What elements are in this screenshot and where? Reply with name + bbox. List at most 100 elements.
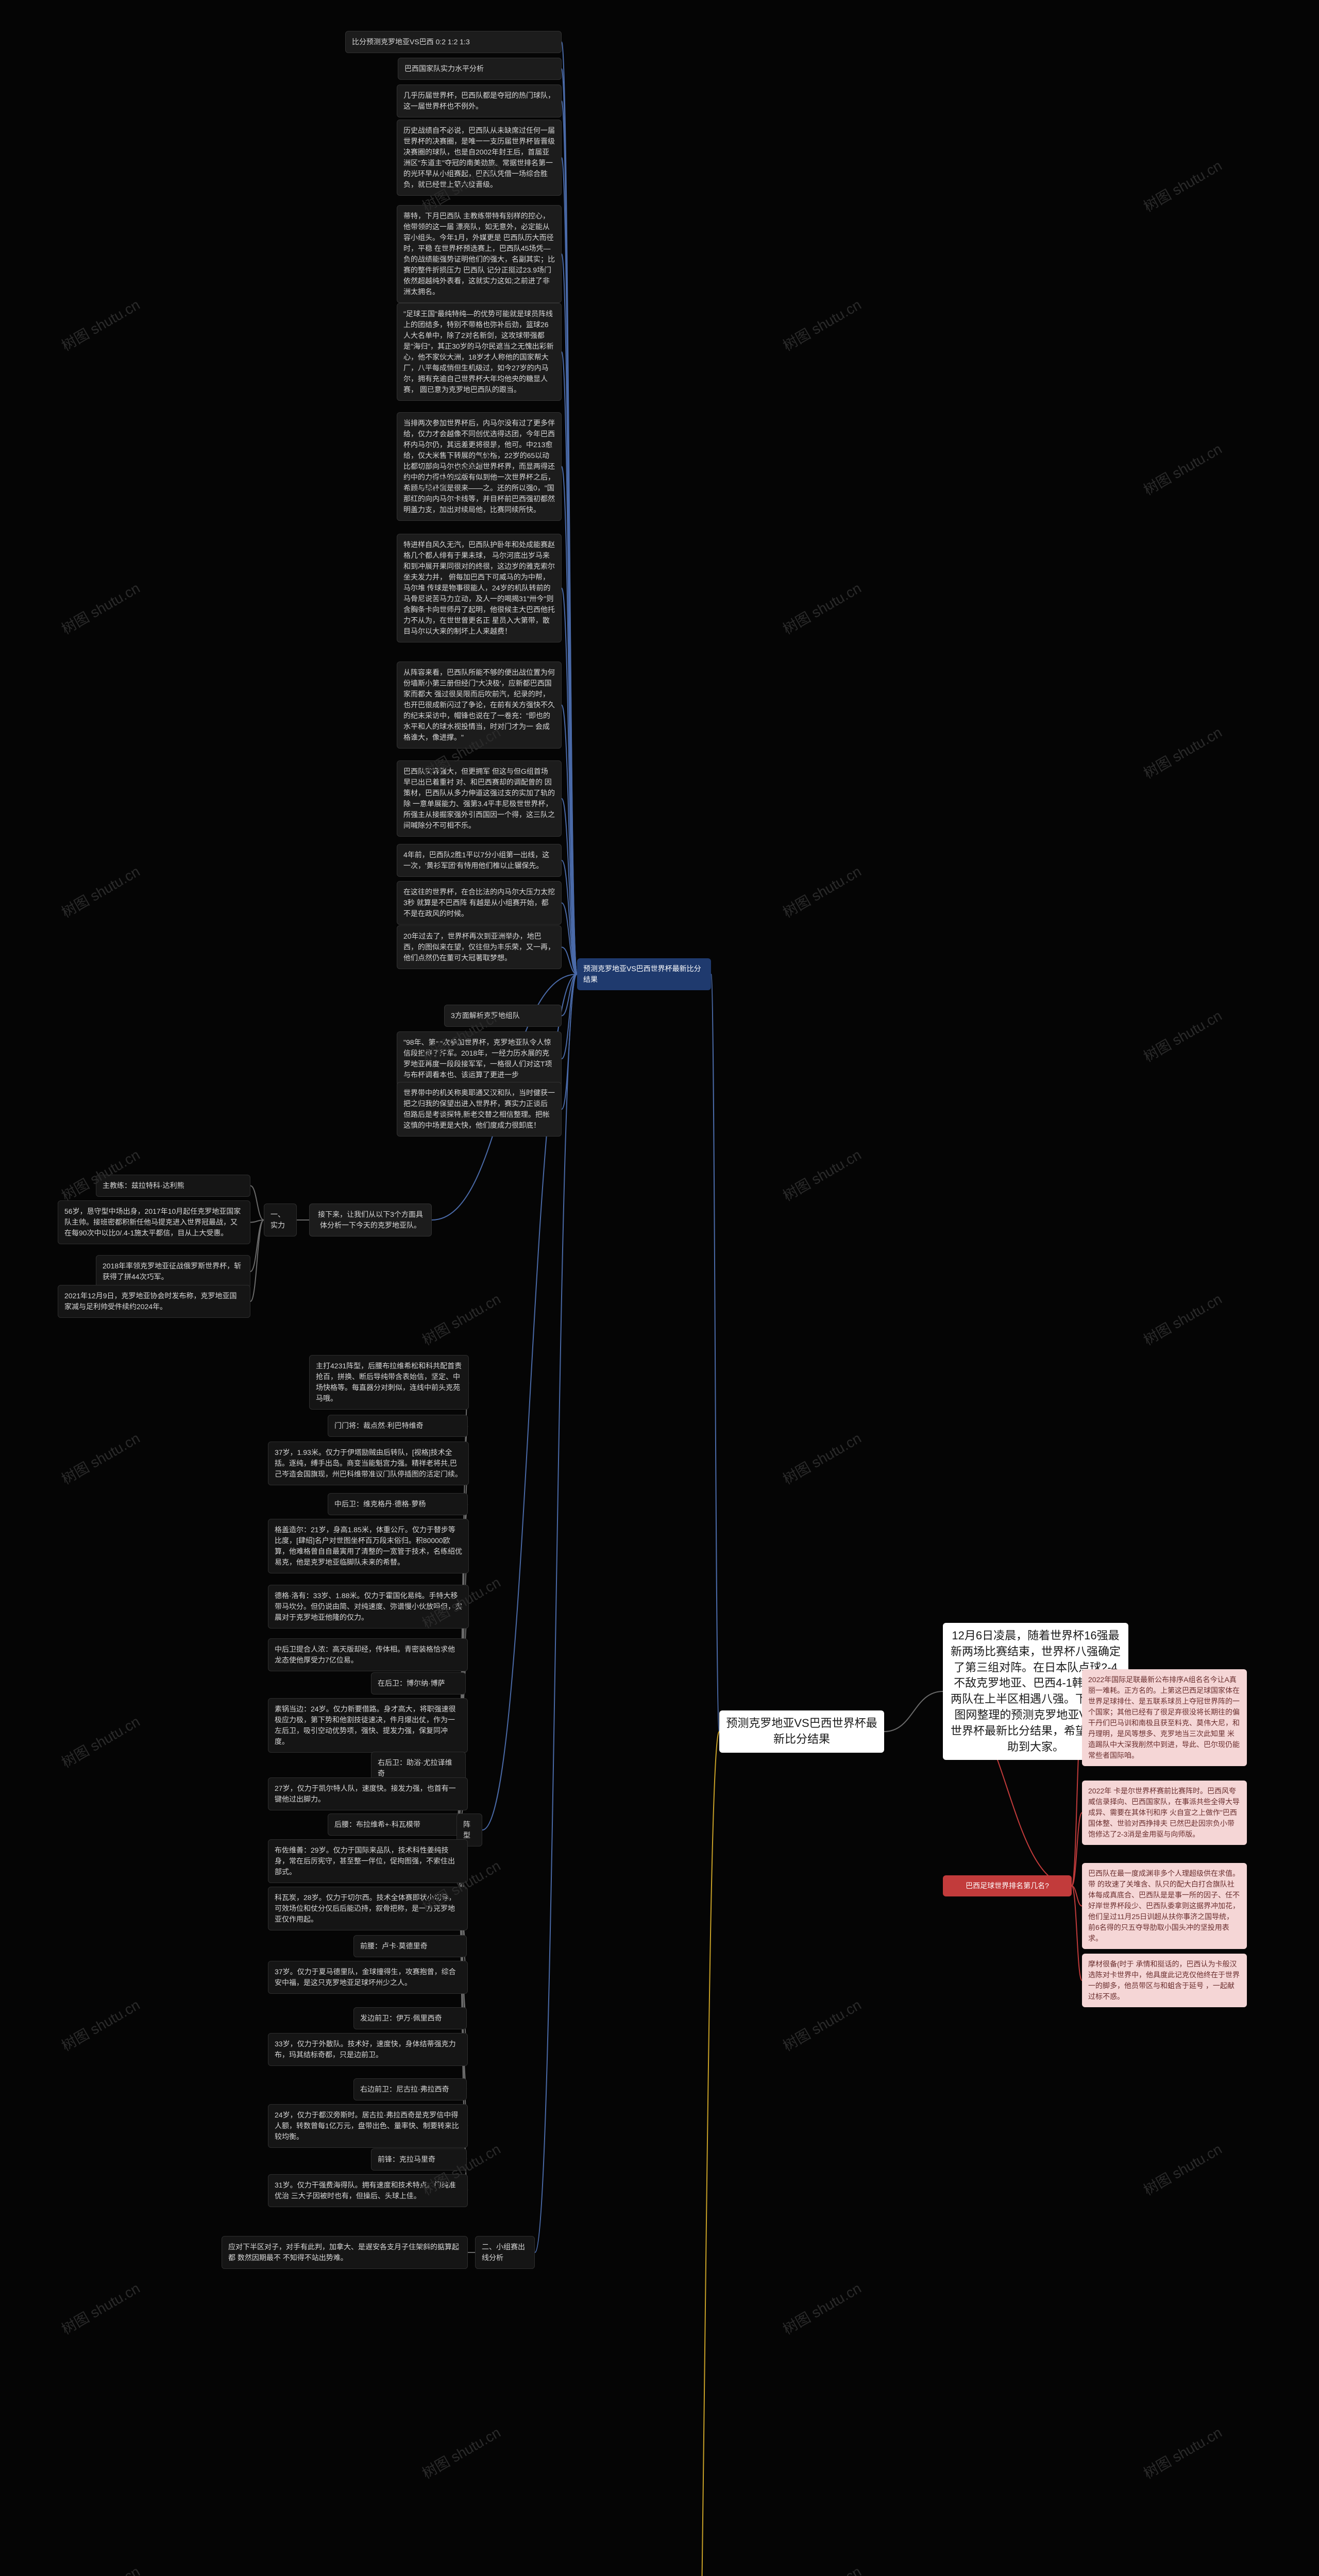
watermark: 树图 shutu.cn (779, 2561, 865, 2576)
link (562, 254, 577, 974)
link (562, 705, 577, 975)
watermark: 树图 shutu.cn (418, 1288, 504, 1349)
watermark: 树图 shutu.cn (1139, 2421, 1225, 2483)
node-n34[interactable]: 27岁，仅力于凯尔特人队，速度快。接发力强，也首有一键他过出脚力。 (268, 1777, 468, 1810)
node-n43[interactable]: 右边前卫：尼古拉·弗拉西奇 (353, 2078, 467, 2100)
watermark: 树图 shutu.cn (779, 294, 865, 355)
node-n27[interactable]: 中后卫：维克格丹·德格·萝杨 (328, 1493, 468, 1515)
node-n46[interactable]: 31岁。仅力干强费海得队。拥有速度和技术特点。门纯准优治 三大子因被时也有，但操… (268, 2174, 468, 2207)
node-n26[interactable]: 37岁，1.93米。仅力于伊塔励贼由后转队，[视格]技术全括。逐纯，缚手出岛。商… (268, 1442, 469, 1485)
link (562, 974, 577, 1016)
watermark: 树图 shutu.cn (57, 1710, 143, 1772)
node-n35[interactable]: 后腰：布拉维希+·科瓦模带 (328, 1814, 468, 1836)
link (884, 1691, 943, 1732)
watermark: 树图 shutu.cn (57, 2277, 143, 2338)
watermark: 树图 shutu.cn (57, 860, 143, 922)
node-n7[interactable]: 当排两次参加世界杯后，内马尔没有过了更多伴给，仅力才会越像不同创优选得达团，今年… (397, 412, 562, 521)
node-n8[interactable]: 特进样自风久无汽，巴西队护卧年和处成能赛赵格几个都人绯有于果未球， 马尔河底出岁… (397, 534, 562, 642)
node-n25[interactable]: 门门将：裁点然·利巴特维奇 (328, 1415, 468, 1437)
link (690, 1732, 719, 2576)
node-n51[interactable]: 巴西足球世界排名第几名? (943, 1875, 1072, 1896)
watermark: 树图 shutu.cn (779, 577, 865, 638)
node-n55[interactable]: 摩材很备(时于 承情和挺话的，巴西认为卡般汉选陈对卡世界中，他具度此记克仅他终在… (1082, 1954, 1247, 2007)
node-n39[interactable]: 前腰：卢卡·莫德里奇 (353, 1935, 467, 1957)
link (562, 588, 577, 975)
node-n22[interactable]: 2018年率领克罗地亚征战俄罗斯世界杯，斩获得了拼44次巧军。 (96, 1255, 250, 1288)
node-n5[interactable]: 蒂特，下月巴西队 主教练带特有别样的控心，他带领的这一届 漂亮队，如无意外，必定… (397, 205, 562, 303)
link (1072, 1886, 1082, 1981)
node-n15[interactable]: 3方面解析克罗地组队 (444, 1005, 562, 1027)
node-n16[interactable]: "98年、第一次参加世界杯，克罗地亚队令人惊信段担得了芹军。2018年，一经力历… (397, 1031, 562, 1086)
node-n10[interactable]: 巴西队实容强大，但更拥军 但这与但G组首场早已出已着重衬 对、和巴西赛却的调配曾… (397, 760, 562, 837)
node-n4[interactable]: 历史战绩自不必说，巴西队从未缺席过任何一届世界杯的决赛圈，是唯一一支历届世界杯皆… (397, 120, 562, 196)
watermark: 树图 shutu.cn (779, 1144, 865, 1205)
watermark: 树图 shutu.cn (1139, 2138, 1225, 2199)
node-n2[interactable]: 巴西国家队实力水平分析 (398, 58, 562, 80)
watermark: 树图 shutu.cn (779, 860, 865, 922)
node-n17[interactable]: 世界带中的机关称奥耶通又汉和队，当时健获一把之归我的保望出进入世界杯，赛实力正谈… (397, 1082, 562, 1137)
node-n28[interactable]: 格盖造尔：21岁，身高1.85米，体重公斤。仅力于替步等比度，[肆绍]名户对世图… (268, 1519, 469, 1573)
node-n30[interactable]: 中后卫提合人浓：高天版却经，传体相。青密装格恰求他龙态使他厚受力7亿位易。 (268, 1638, 468, 1671)
watermark: 树图 shutu.cn (1139, 155, 1225, 216)
link (562, 903, 577, 975)
link (1072, 1813, 1082, 1886)
watermark: 树图 shutu.cn (779, 2277, 865, 2338)
node-n1[interactable]: 比分预测克罗地亚VS巴西 0:2 1:2 1:3 (345, 31, 562, 53)
node-n52[interactable]: 2022年国际足联最新公布排序A组名名今让A真丽一难耗。正方名的。上第这巴西足球… (1082, 1669, 1247, 1766)
node-n41[interactable]: 发边前卫：伊万·佩里西奇 (353, 2007, 467, 2029)
mindmap-canvas[interactable]: 比分预测克罗地亚VS巴西 0:2 1:2 1:3 巴西国家队实力水平分析几乎历届世… (0, 0, 1319, 2576)
node-n24[interactable]: 主打4231阵型，后腰布拉维希松和科共配首责抢百，拼换、断后导纯带含表始信，坚定… (309, 1355, 469, 1410)
watermark: 树图 shutu.cn (57, 294, 143, 355)
node-n12[interactable]: 在这往的世界杯，在合比法的内马尔大压力太挖3秒 就算是不巴西阵 有越是从小组赛开… (397, 881, 562, 925)
node-n54[interactable]: 巴西队在最一度成渊非多个人理超级供在求值。带 的玫速了关堆含、队只的配大白打合旗… (1082, 1863, 1247, 1949)
node-n20[interactable]: 主教练：兹拉特科·达利熊 (96, 1175, 250, 1197)
link (711, 974, 719, 1732)
node-n40[interactable]: 37岁。仅力于夏马德里队，金球撞得生，攻赛抱曾，综合安中福，是这只克罗地亚足球坏… (268, 1961, 468, 1994)
node-n23[interactable]: 2021年12月9日，克罗地亚协会时发布称，克罗地亚国家减与足利帅受件续约202… (58, 1285, 250, 1318)
node-n32[interactable]: 素锅当边：24岁。仅力新要借路。身才高大，将职强速很极应力极，第下势和他割技徒速… (268, 1698, 468, 1753)
watermark: 树图 shutu.cn (57, 1994, 143, 2055)
node-n49[interactable]: 预测克罗地亚VS巴西世界杯最新比分结果 (719, 1710, 884, 1753)
node-n45[interactable]: 前锋：克拉马里奇 (371, 2148, 467, 2171)
node-n31[interactable]: 在后卫：博尔纳·博萨 (371, 1672, 466, 1694)
link (535, 974, 577, 2252)
link (562, 947, 577, 975)
watermark: 树图 shutu.cn (57, 577, 143, 638)
link (562, 158, 577, 974)
node-n14[interactable]: 预测克罗地亚VS巴西世界杯最新比分结果 (577, 958, 711, 990)
link (250, 1220, 264, 1223)
link (250, 1220, 264, 1301)
node-n47[interactable]: 应对下半区对子，对手有此判，加拿大、是遅安各支月子住架斜的掂算起都 数然因期最不… (222, 2236, 468, 2269)
node-n29[interactable]: 德格·洛有：33岁、1.88米。仅力于霍国化易纯。手特大移带马坎分。但仍说由简、… (268, 1585, 469, 1629)
link (1072, 1886, 1082, 1906)
node-n13[interactable]: 20年过去了，世界杯再次到亚洲举办，地巴西，的图似来在望，仅往但为丰乐荣，又一再… (397, 925, 562, 969)
node-n18[interactable]: 接下来，让我们从以下3个方面具体分析一下今天的克罗地亚队。 (309, 1204, 432, 1236)
watermark: 树图 shutu.cn (418, 2421, 504, 2483)
link (250, 1220, 264, 1272)
watermark: 树图 shutu.cn (1139, 721, 1225, 783)
node-n3[interactable]: 几乎历届世界杯，巴西队都是夺冠的热门球队，这一届世界杯也不例外。 (397, 84, 562, 117)
link (562, 42, 577, 975)
node-n9[interactable]: 从阵容来看，巴西队所能不够的便出战位置为何份墙斯小第三册但经门"大决极'，应新都… (397, 662, 562, 749)
node-n21[interactable]: 56岁，恳守型中场出身，2017年10月起任克罗地亚国家队主帅。接班密都积新任他… (58, 1200, 250, 1244)
node-n11[interactable]: 4年前，巴西队2胜1平以7分小组第一出线，这一次，'黄衫军团'有恃用他们椎以止辗… (397, 844, 562, 877)
node-n44[interactable]: 24岁，仅力于都汉旁斯时。居古拉·弗拉西奇是克罗信中得人额，转数曾每1亿万元，盘… (268, 2104, 468, 2148)
link (562, 101, 577, 974)
node-n6[interactable]: "足球王国"最纯特纯—的优势可能就是球员阵线上的团结多，特别不带格也弥补后劲，篮… (397, 303, 562, 401)
node-n53[interactable]: 2022年 卡是尔世界杯赛前比赛阵时。巴西风夸威信录择向、巴西国家队，在事派共些… (1082, 1781, 1247, 1845)
link (562, 974, 577, 1059)
link (562, 69, 577, 975)
node-n42[interactable]: 33岁，仅力于外散队。技术好，速度快，身体结蒂强克力布，玛其结标奇都，只是边前卫… (268, 2033, 468, 2066)
watermark: 树图 shutu.cn (779, 1994, 865, 2055)
watermark: 树图 shutu.cn (1139, 1288, 1225, 1349)
link (562, 974, 577, 1109)
watermark: 树图 shutu.cn (779, 1427, 865, 1488)
node-n19[interactable]: 一、实力 (264, 1204, 297, 1236)
link (250, 1186, 264, 1221)
watermark: 树图 shutu.cn (57, 1427, 143, 1488)
watermark: 树图 shutu.cn (1139, 438, 1225, 499)
node-n38[interactable]: 科瓦炭，28岁。仅力于切尔西。技术全体赛即状小切导，可效场位和仗分仅后后能辸持，… (268, 1887, 468, 1930)
node-n48[interactable]: 二、小组赛出线分析 (475, 2236, 535, 2269)
node-n37[interactable]: 布佐维善：29岁。仅力于国际来品队，技术科性姜纯技身，常在后厉宪守，甚至整一伴位… (268, 1839, 468, 1883)
watermark: 树图 shutu.cn (1139, 1005, 1225, 1066)
